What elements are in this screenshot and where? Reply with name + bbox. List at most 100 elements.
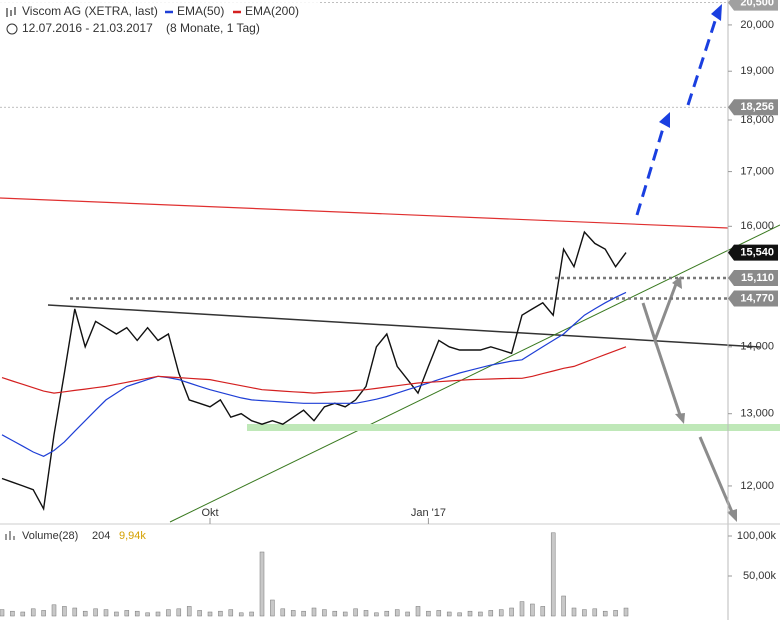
chart-title: Viscom AG (XETRA, last) [22, 4, 158, 18]
volume-bar [186, 606, 192, 617]
volume-bar [124, 610, 130, 617]
volume-bar [51, 604, 57, 617]
volume-bar [114, 611, 119, 617]
volume-bar [145, 612, 150, 617]
volume-bar [207, 611, 213, 617]
volume-average: 204 [92, 530, 110, 542]
volume-bar [20, 611, 26, 617]
target-arrows [635, 17, 718, 216]
volume-bar [228, 609, 234, 617]
volume-bar [426, 610, 431, 617]
volume-bar [436, 610, 442, 617]
clock-icon [6, 23, 18, 35]
volume-bar [405, 611, 410, 617]
volume-bar [155, 611, 161, 617]
y-tick-label: 13,000 [740, 408, 774, 420]
volume-tick-label: 100,00k [737, 530, 777, 542]
chart-icon [6, 7, 16, 17]
volume-bar [467, 610, 473, 617]
volume-bar [446, 611, 452, 617]
scenario-arrows [641, 283, 734, 513]
volume-bar [93, 608, 98, 617]
price-badge [728, 244, 778, 261]
volume-bar [342, 611, 348, 617]
volume-label: Volume(28) [22, 530, 78, 542]
y-tick-label: 14,000 [740, 341, 774, 353]
volume-bar [0, 609, 5, 617]
arrow-head [675, 413, 685, 424]
volume-bar [519, 601, 525, 617]
volume-bar [249, 611, 254, 617]
header-bg [0, 0, 320, 36]
volume-bar [62, 606, 67, 617]
support-zone [247, 424, 780, 431]
x-tick-label: Okt [201, 507, 218, 519]
volume-bar [623, 607, 629, 617]
ema-line [1, 346, 627, 394]
y-tick-label: 20,000 [740, 19, 774, 31]
volume-bar [540, 606, 546, 617]
price-badge [728, 99, 778, 116]
volume-bar [134, 610, 140, 617]
price-badge-label: 18,256 [740, 101, 774, 113]
volume-bar [613, 610, 618, 617]
y-tick-label: 18,000 [740, 114, 774, 126]
volume-bar [259, 551, 265, 617]
volume-bar [550, 532, 556, 617]
price-line [1, 230, 627, 511]
y-tick-label: 19,000 [740, 65, 774, 77]
arrow-head [672, 276, 682, 289]
volume-bar [530, 603, 535, 617]
volume-bar [270, 599, 275, 617]
volume-bar [374, 612, 379, 617]
price-badge [728, 0, 778, 11]
price-badge-label: 20,500 [740, 0, 774, 9]
price-badge-label: 15,540 [740, 247, 774, 259]
legend-label: EMA(200) [245, 4, 299, 18]
volume-last: 9,94k [119, 530, 146, 542]
volume-icon [5, 531, 15, 540]
arrow-head [711, 4, 722, 21]
volume-bar [176, 608, 182, 617]
volume-bar [353, 608, 358, 617]
volume-bar [394, 609, 400, 617]
volume-bar [30, 608, 36, 617]
volume-bar [41, 610, 46, 617]
volume-bar [509, 607, 514, 617]
volume-bar [238, 612, 244, 617]
volume-bar [488, 610, 494, 617]
price-badge-label: 15,110 [741, 272, 774, 284]
support-trend-line [169, 224, 780, 523]
x-tick-label: Jan '17 [411, 507, 446, 519]
y-tick-label: 16,000 [740, 220, 774, 232]
volume-bar [72, 607, 78, 617]
volume-bar [571, 607, 577, 617]
volume-bar [457, 612, 462, 617]
volume-bar [82, 610, 88, 617]
trend-line [47, 304, 761, 348]
volume-bar [322, 609, 327, 617]
volume-bar [592, 608, 598, 617]
volume-bar [166, 609, 171, 617]
volume-bar [415, 606, 421, 617]
price-badge [728, 269, 778, 286]
volume-bar [332, 610, 338, 617]
volume-bar [561, 595, 566, 617]
volume-bar [10, 610, 15, 617]
volume-bar [311, 607, 317, 617]
volume-bar [582, 609, 587, 617]
date-range: 12.07.2016 - 21.03.2017 [22, 21, 153, 35]
volume-bar [478, 611, 483, 617]
volume-bar [197, 610, 202, 617]
volume-bar [301, 610, 306, 617]
volume-bar [384, 610, 390, 617]
period: (8 Monate, 1 Tag) [166, 21, 260, 35]
volume-bar [498, 609, 504, 617]
legend-label: EMA(50) [177, 4, 224, 18]
volume-bar [103, 609, 109, 617]
ema-line [1, 291, 627, 457]
price-badge-label: 14,770 [740, 292, 774, 304]
volume-bar [602, 610, 608, 617]
volume-bar [218, 610, 223, 617]
